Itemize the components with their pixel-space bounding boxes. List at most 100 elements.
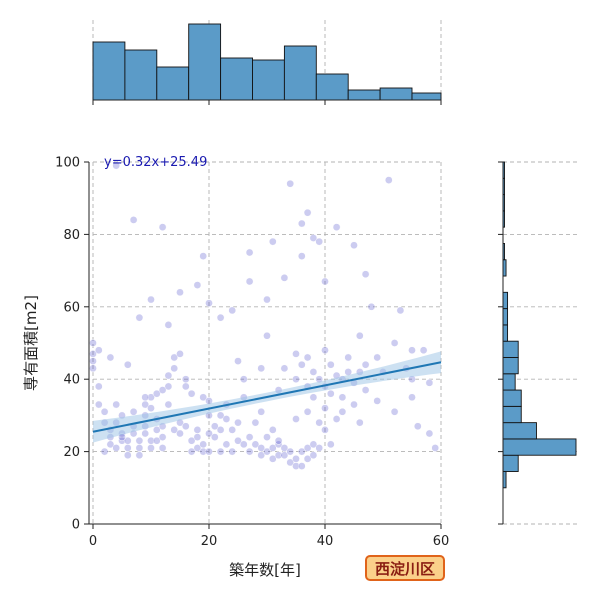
scatter-point xyxy=(309,234,318,242)
top-hist-bar xyxy=(379,87,413,101)
scatter-point xyxy=(263,295,271,304)
scatter-point xyxy=(396,306,405,315)
scatter-point xyxy=(321,346,329,355)
scatter-point xyxy=(373,397,382,405)
top-hist-bar xyxy=(220,57,253,101)
scatter-point xyxy=(176,429,184,438)
scatter-point xyxy=(274,436,283,445)
scatter-point xyxy=(141,429,150,438)
scatter-point xyxy=(373,353,382,362)
scatter-point xyxy=(228,426,237,434)
scatter-point xyxy=(147,393,155,402)
scatter-point xyxy=(89,364,97,373)
scatter-point xyxy=(350,241,358,250)
scatter-point xyxy=(193,426,202,434)
scatter-point xyxy=(193,444,202,452)
right-hist-bar xyxy=(502,389,522,407)
scatter-point xyxy=(152,389,161,398)
scatter-point xyxy=(286,447,295,456)
scatter-point xyxy=(280,273,289,282)
scatter-point xyxy=(199,440,208,449)
scatter-point xyxy=(280,451,289,460)
scatter-point xyxy=(199,252,208,260)
scatter-point xyxy=(239,440,248,449)
scatter-point xyxy=(129,216,138,224)
scatter-point xyxy=(419,346,428,355)
right-hist-bar xyxy=(502,324,509,342)
scatter-point xyxy=(263,433,271,441)
x-tick-label: 0 xyxy=(89,534,97,549)
scatter-point xyxy=(332,223,341,232)
top-hist-bar xyxy=(188,23,222,101)
scatter-point xyxy=(257,451,266,460)
top-hist-bar xyxy=(124,49,158,101)
right-hist-bar xyxy=(502,373,516,391)
right-hist-bar xyxy=(502,405,522,424)
scatter-point xyxy=(205,447,213,456)
ward-badge: 西淀川区 xyxy=(365,555,445,581)
y-tick-label: 80 xyxy=(63,228,80,243)
scatter-point xyxy=(123,360,132,369)
top-hist-bar xyxy=(315,73,349,101)
scatter-point xyxy=(413,422,422,431)
scatter-point xyxy=(205,429,213,438)
scatter-point xyxy=(239,375,248,384)
scatter-point xyxy=(164,400,173,409)
scatter-point xyxy=(106,353,115,362)
right-hist-bar xyxy=(502,357,519,375)
scatter-point xyxy=(187,389,196,398)
scatter-point xyxy=(338,407,347,416)
scatter-point xyxy=(147,444,155,452)
scatter-point xyxy=(187,447,196,456)
scatter-point xyxy=(152,436,161,445)
scatter-point xyxy=(181,422,190,431)
scatter-point xyxy=(216,426,225,434)
scatter-point xyxy=(89,339,97,347)
scatter-point xyxy=(228,306,237,315)
scatter-point xyxy=(361,386,370,394)
scatter-point xyxy=(355,331,364,340)
scatter-point xyxy=(280,364,289,373)
scatter-point xyxy=(355,418,364,427)
scatter-point xyxy=(321,277,329,286)
y-tick-label: 0 xyxy=(72,518,80,533)
scatter-point xyxy=(292,454,300,463)
scatter-point xyxy=(216,411,225,420)
scatter-point xyxy=(321,426,329,434)
scatter-point xyxy=(234,418,242,427)
scatter-point xyxy=(210,433,219,441)
scatter-point xyxy=(292,375,300,384)
scatter-point xyxy=(199,393,208,402)
scatter-point xyxy=(187,436,196,445)
scatter-point xyxy=(367,302,376,311)
scatter-point xyxy=(268,426,277,434)
scatter-point xyxy=(158,444,167,452)
scatter-point xyxy=(89,357,97,365)
scatter-point xyxy=(338,393,347,402)
scatter-point xyxy=(321,404,329,413)
y-axis-title: 専有面積[m2] xyxy=(22,295,40,391)
scatter-point xyxy=(152,426,161,434)
scatter-point xyxy=(164,371,173,380)
scatter-point xyxy=(408,346,416,355)
main-axes xyxy=(88,162,441,525)
scatter-point xyxy=(303,208,312,217)
scatter-point xyxy=(326,389,335,398)
scatter-point xyxy=(123,451,132,460)
scatter-point xyxy=(170,353,179,362)
top-hist-bar xyxy=(283,45,317,101)
scatter-point xyxy=(384,176,393,184)
scatter-point xyxy=(216,313,225,322)
scatter-point xyxy=(344,353,353,362)
scatter-point xyxy=(326,360,335,369)
scatter-point xyxy=(158,433,167,441)
regression-line xyxy=(92,361,442,433)
x-tick-label: 40 xyxy=(317,534,334,549)
scatter-point xyxy=(292,415,300,423)
right-hist-bar xyxy=(502,454,519,472)
scatter-point xyxy=(181,382,190,391)
scatter-point xyxy=(158,223,167,232)
scatter-point xyxy=(129,407,138,416)
scatter-point xyxy=(228,447,237,456)
